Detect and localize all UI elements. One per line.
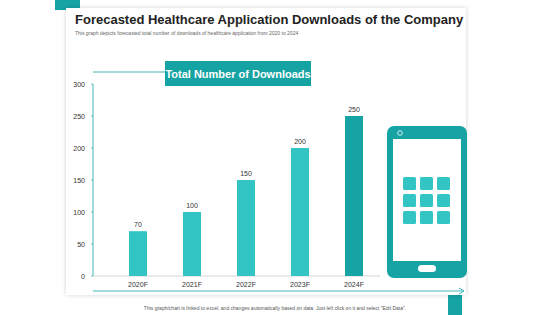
bar xyxy=(345,116,363,276)
y-tick-label: 250 xyxy=(73,113,85,120)
y-tick xyxy=(91,84,93,85)
panel xyxy=(66,8,466,295)
y-tick xyxy=(91,276,93,277)
y-tick xyxy=(91,244,93,245)
header-box xyxy=(165,61,311,86)
x-tick-label: 2022F xyxy=(236,281,256,288)
y-tick-label: 0 xyxy=(81,273,85,280)
x-tick-label: 2020F xyxy=(128,281,148,288)
app-icon xyxy=(403,194,416,207)
y-tick xyxy=(91,180,93,181)
x-tick-label: 2024F xyxy=(344,281,364,288)
bar xyxy=(183,212,201,276)
app-icon xyxy=(420,177,433,190)
y-tick-label: 150 xyxy=(73,177,85,184)
subtitle: This graph depicts forecasted total numb… xyxy=(75,30,298,36)
data-label: 250 xyxy=(348,106,360,113)
header-text: Total Number of Downloads xyxy=(165,68,310,80)
bars xyxy=(129,116,363,276)
y-tick-label: 300 xyxy=(73,81,85,88)
footer-note: This graph/chart is linked to excel, and… xyxy=(144,305,406,311)
app-icon xyxy=(420,194,433,207)
y-tick xyxy=(91,212,93,213)
data-label: 200 xyxy=(294,138,306,145)
phone-camera xyxy=(398,131,403,136)
app-icon xyxy=(403,177,416,190)
app-icon xyxy=(437,177,450,190)
arrow-head xyxy=(459,288,464,294)
x-tick-label: 2023F xyxy=(290,281,310,288)
data-label: 70 xyxy=(134,221,142,228)
y-tick-label: 200 xyxy=(73,145,85,152)
app-icon xyxy=(403,211,416,224)
phone-screen xyxy=(393,139,461,261)
app-icon xyxy=(437,211,450,224)
bar xyxy=(129,231,147,276)
header-line xyxy=(93,72,165,73)
y-tick-label: 100 xyxy=(73,209,85,216)
data-label: 100 xyxy=(186,202,198,209)
y-tick xyxy=(91,148,93,149)
app-icon xyxy=(437,194,450,207)
phone xyxy=(387,126,467,278)
x-tick-label: 2021F xyxy=(182,281,202,288)
arrow-line xyxy=(93,291,463,292)
y-tick xyxy=(91,116,93,117)
y-tick-label: 50 xyxy=(77,241,85,248)
bar xyxy=(237,180,255,276)
data-label: 150 xyxy=(240,170,252,177)
bar xyxy=(291,148,309,276)
title: Forecasted Healthcare Application Downlo… xyxy=(75,12,464,27)
app-icon xyxy=(420,211,433,224)
phone-button xyxy=(418,265,436,272)
